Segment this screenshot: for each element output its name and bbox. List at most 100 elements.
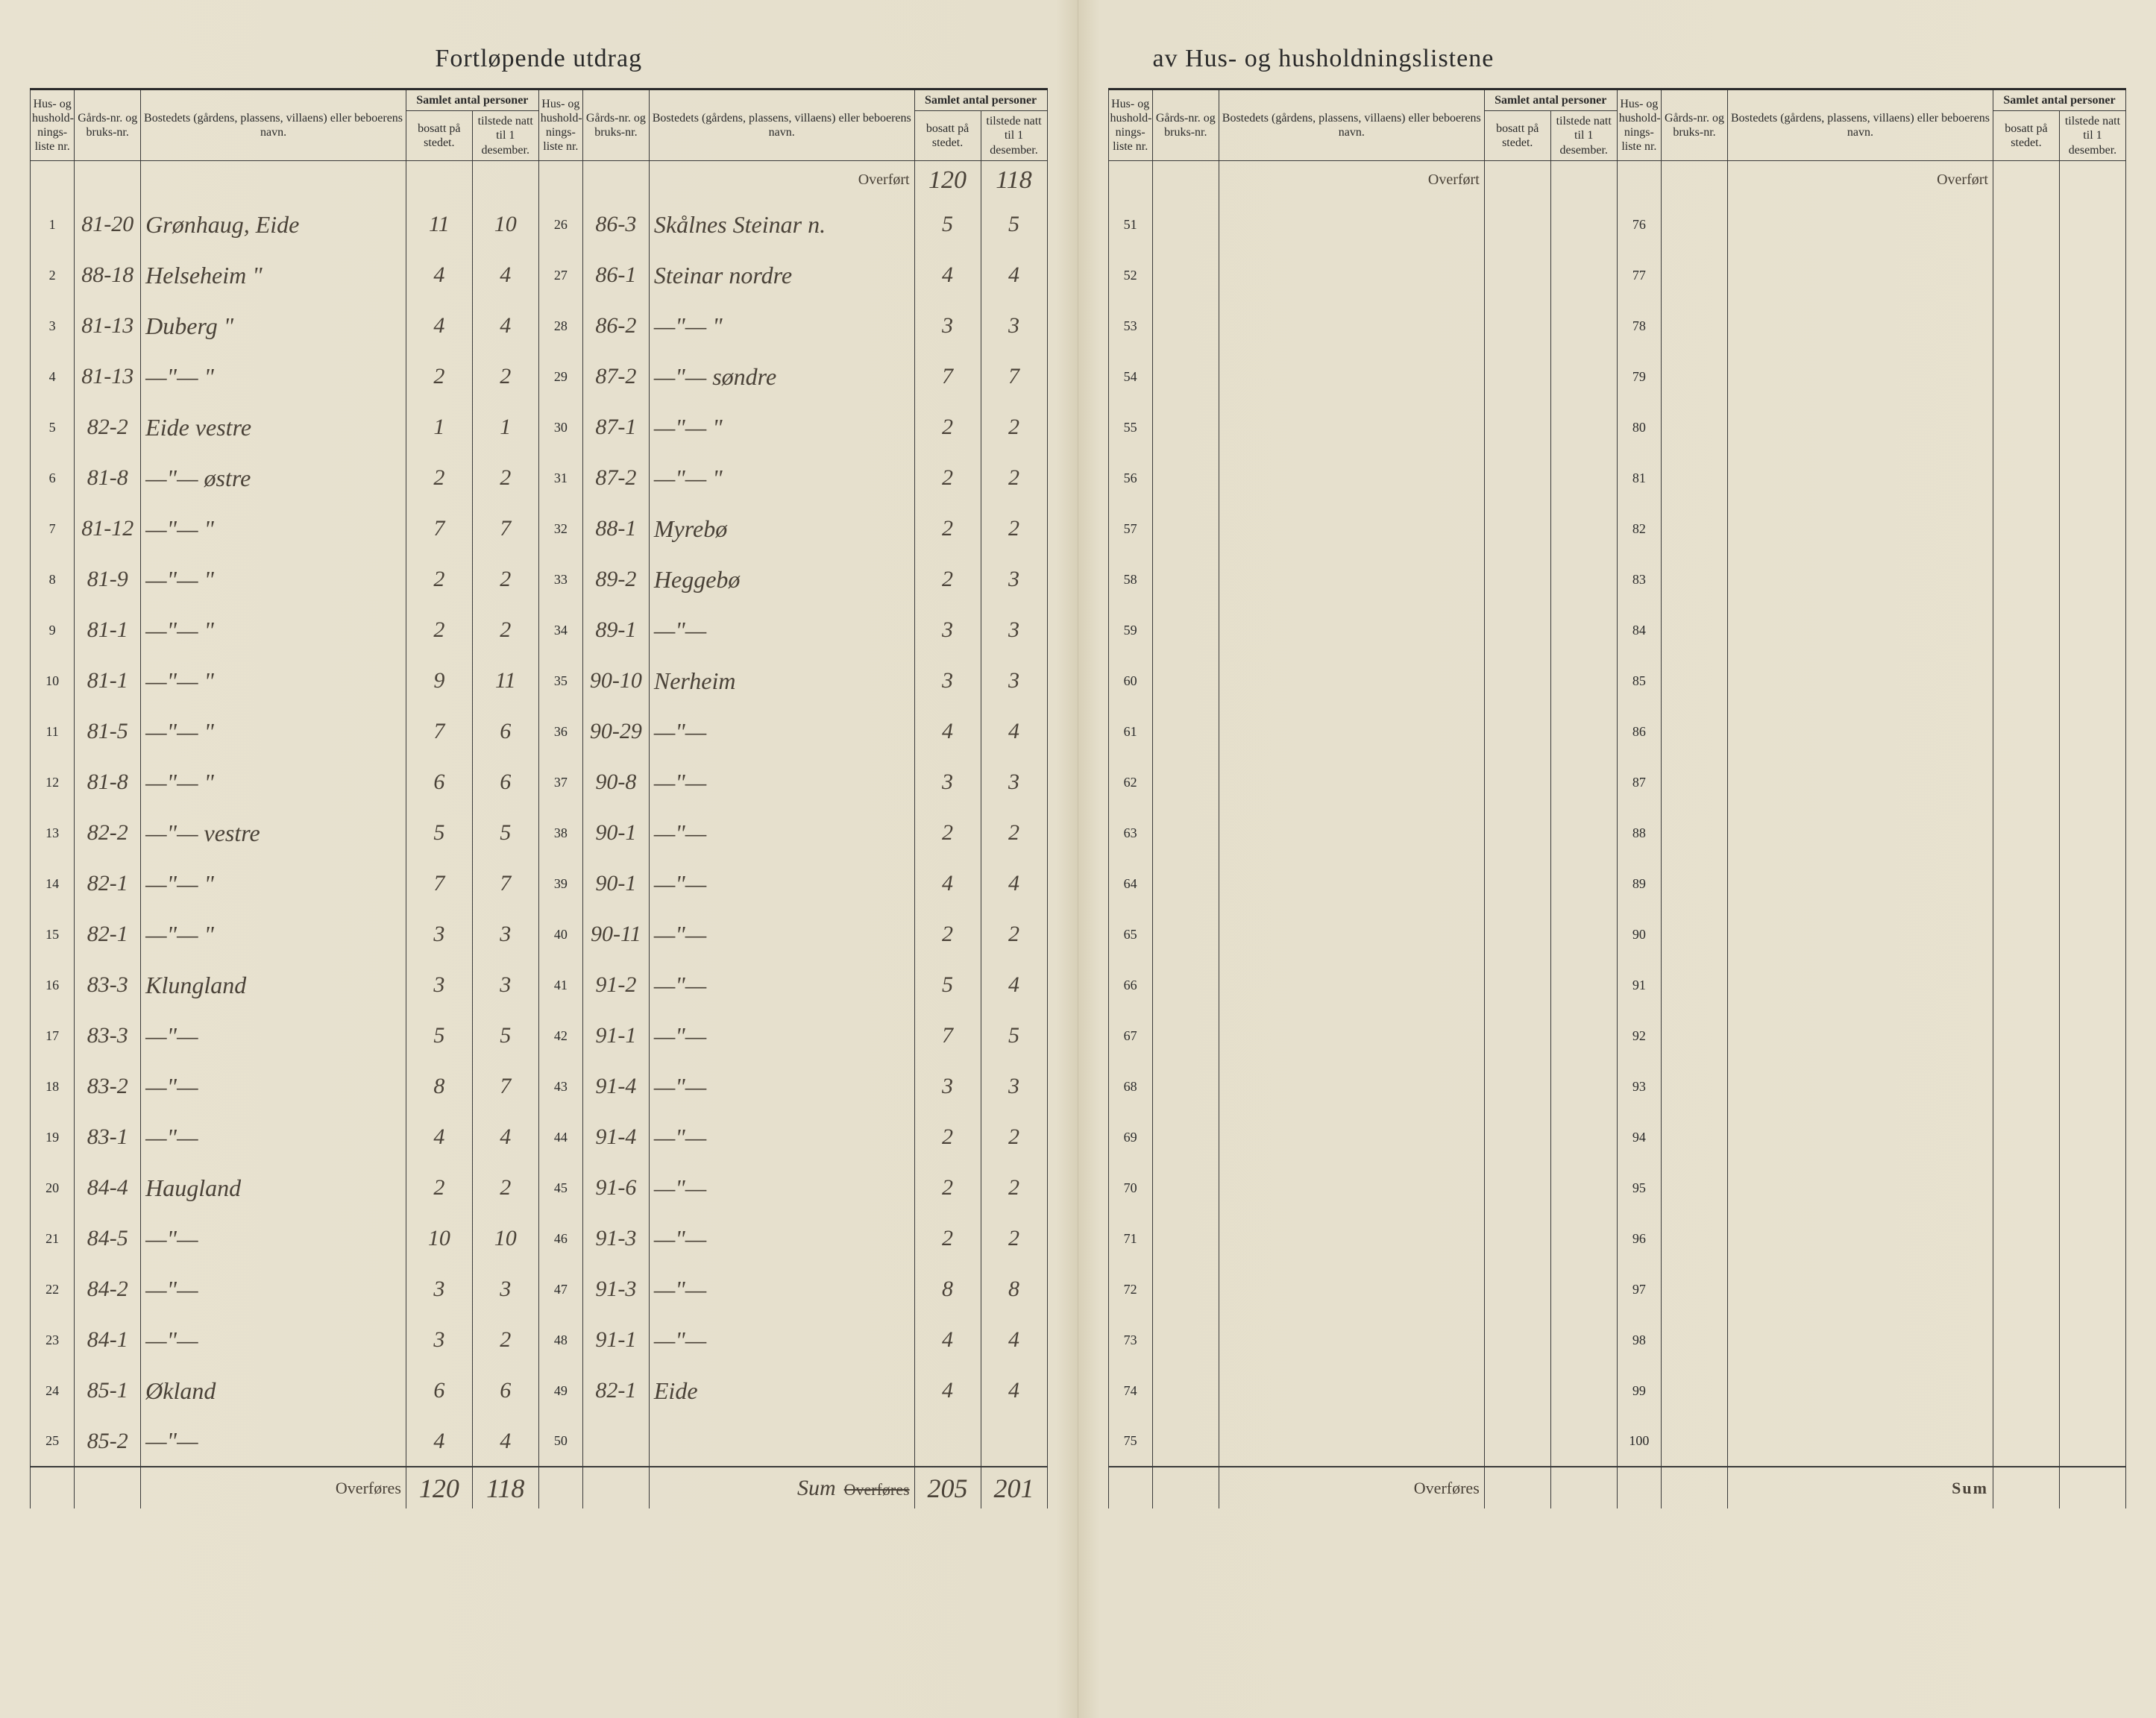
tilstede-count: 4 <box>981 1365 1047 1416</box>
tilstede-count <box>2059 655 2125 706</box>
gard-bruk: 90-1 <box>582 808 649 858</box>
row-number: 71 <box>1108 1213 1152 1264</box>
bosatt-count <box>1484 1061 1550 1112</box>
ledger-row: 6085 <box>1108 655 2126 706</box>
ledger-row: 6287 <box>1108 757 2126 808</box>
tilstede-count <box>2059 706 2125 757</box>
bosted-name: —"— <box>649 1213 914 1264</box>
sum-tilstede: 201 <box>981 1467 1047 1508</box>
gard-bruk <box>1662 1061 1728 1112</box>
bosatt-count: 6 <box>406 1365 472 1416</box>
bosatt-count <box>1484 351 1550 402</box>
bosatt-count: 6 <box>406 757 472 808</box>
bosted-name <box>1219 351 1484 402</box>
row-number: 37 <box>538 757 582 808</box>
tilstede-count <box>1550 453 1617 503</box>
gard-bruk <box>1152 1365 1219 1416</box>
tilstede-count <box>2059 1264 2125 1315</box>
gard-bruk <box>1152 351 1219 402</box>
overfort-bosatt: 120 <box>914 160 981 199</box>
row-number: 79 <box>1617 351 1661 402</box>
bosatt-count: 7 <box>406 503 472 554</box>
row-number: 88 <box>1617 808 1661 858</box>
bosted-name: Grønhaug, Eide <box>141 199 406 250</box>
bosted-name: —"— <box>649 1112 914 1162</box>
tilstede-count <box>1550 402 1617 453</box>
hdr-gard: Gårds-nr. og bruks-nr. <box>1152 89 1219 161</box>
ledger-row: 2585-2—"—4450 <box>31 1416 1048 1467</box>
gard-bruk <box>1152 909 1219 960</box>
bosted-name <box>1219 1112 1484 1162</box>
gard-bruk: 81-1 <box>75 605 141 655</box>
row-number: 11 <box>31 706 75 757</box>
ledger-row: 1181-5—"— "763690-29—"—44 <box>31 706 1048 757</box>
ledger-row: 5883 <box>1108 554 2126 605</box>
bosatt-count: 2 <box>406 453 472 503</box>
bosatt-count <box>1484 453 1550 503</box>
row-number: 9 <box>31 605 75 655</box>
tilstede-count: 6 <box>472 1365 538 1416</box>
bosatt-count <box>914 1416 981 1467</box>
ledger-header: Hus- og hushold-nings-liste nr. Gårds-nr… <box>31 89 1048 161</box>
bosatt-count <box>1484 655 1550 706</box>
tilstede-count: 11 <box>472 655 538 706</box>
tilstede-count <box>2059 909 2125 960</box>
bosted-name <box>1728 909 1993 960</box>
bosatt-count <box>1993 655 2059 706</box>
bosatt-count: 7 <box>406 706 472 757</box>
hdr-rownum: Hus- og hushold-nings-liste nr. <box>1108 89 1152 161</box>
gard-bruk <box>1662 808 1728 858</box>
bosted-name <box>1219 199 1484 250</box>
bosatt-count: 8 <box>914 1264 981 1315</box>
row-number: 42 <box>538 1010 582 1061</box>
tilstede-count: 7 <box>472 503 538 554</box>
ledger-row: 1883-2—"—874391-4—"—33 <box>31 1061 1048 1112</box>
ledger-row: 6186 <box>1108 706 2126 757</box>
bosted-name: —"— <box>141 1416 406 1467</box>
bosatt-count <box>1484 1315 1550 1365</box>
gard-bruk <box>1152 706 1219 757</box>
tilstede-count <box>981 1416 1047 1467</box>
row-number: 45 <box>538 1162 582 1213</box>
bosted-name <box>1728 351 1993 402</box>
ledger-row: 6388 <box>1108 808 2126 858</box>
gard-bruk: 91-3 <box>582 1213 649 1264</box>
bosatt-count <box>1484 199 1550 250</box>
tilstede-count <box>1550 1162 1617 1213</box>
tilstede-count <box>1550 808 1617 858</box>
ledger-row: 1081-1—"— "9113590-10Nerheim33 <box>31 655 1048 706</box>
tilstede-count: 5 <box>981 199 1047 250</box>
bosatt-count: 2 <box>914 453 981 503</box>
bosted-name: —"— <box>141 1010 406 1061</box>
tilstede-count <box>1550 858 1617 909</box>
gard-bruk: 91-3 <box>582 1264 649 1315</box>
gard-bruk: 84-2 <box>75 1264 141 1315</box>
ledger-row: 1482-1—"— "773990-1—"—44 <box>31 858 1048 909</box>
bosted-name: —"— <box>649 858 914 909</box>
row-number: 99 <box>1617 1365 1661 1416</box>
ledger-row: 1983-1—"—444491-4—"—22 <box>31 1112 1048 1162</box>
gard-bruk: 84-4 <box>75 1162 141 1213</box>
gard-bruk: 89-1 <box>582 605 649 655</box>
ledger-row: 5782 <box>1108 503 2126 554</box>
gard-bruk: 81-8 <box>75 453 141 503</box>
gard-bruk <box>1662 605 1728 655</box>
gard-bruk: 90-8 <box>582 757 649 808</box>
bosted-name: —"— <box>141 1061 406 1112</box>
hdr-group: Samlet antal personer <box>406 89 538 111</box>
gard-bruk <box>1152 199 1219 250</box>
bosatt-count <box>1484 250 1550 301</box>
bosatt-count: 2 <box>914 503 981 554</box>
gard-bruk <box>1662 757 1728 808</box>
bosatt-count: 5 <box>406 1010 472 1061</box>
bosted-name <box>1728 960 1993 1010</box>
bosted-name: —"— <box>141 1213 406 1264</box>
bosted-name <box>1219 1213 1484 1264</box>
gard-bruk: 83-1 <box>75 1112 141 1162</box>
bosatt-count: 2 <box>914 402 981 453</box>
tilstede-count: 10 <box>472 199 538 250</box>
gard-bruk: 86-1 <box>582 250 649 301</box>
row-number: 49 <box>538 1365 582 1416</box>
bosted-name: Eide <box>649 1365 914 1416</box>
bosatt-count <box>1484 757 1550 808</box>
